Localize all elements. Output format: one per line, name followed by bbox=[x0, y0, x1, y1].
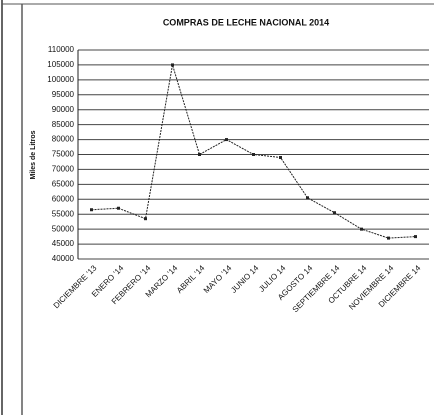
y-tick-label: 90000 bbox=[52, 105, 75, 114]
point bbox=[279, 155, 282, 159]
y-tick-label: 95000 bbox=[52, 90, 75, 99]
point bbox=[360, 227, 363, 231]
y-tick-label: 50000 bbox=[52, 224, 75, 233]
point bbox=[387, 236, 390, 240]
y-tick-label: 65000 bbox=[52, 179, 75, 188]
point bbox=[198, 153, 201, 156]
point bbox=[117, 206, 120, 210]
y-tick-label: 105000 bbox=[47, 60, 74, 69]
y-tick-label: 80000 bbox=[52, 135, 75, 144]
point bbox=[306, 196, 309, 200]
y-tick-label: 110000 bbox=[48, 45, 75, 54]
y-tick-label: 70000 bbox=[52, 165, 75, 174]
point bbox=[414, 235, 417, 239]
point bbox=[225, 138, 228, 142]
point bbox=[144, 217, 147, 221]
point bbox=[333, 211, 336, 215]
point bbox=[90, 208, 93, 212]
chart-title: COMPRAS DE LECHE NACIONAL 2014 bbox=[163, 17, 329, 27]
y-tick-label: 100000 bbox=[47, 75, 74, 84]
point bbox=[171, 63, 174, 67]
y-tick-label: 45000 bbox=[52, 239, 75, 248]
y-tick-label: 75000 bbox=[52, 150, 75, 159]
y-tick-label: 85000 bbox=[52, 120, 75, 129]
y-axis-label: Miles de Litros bbox=[30, 130, 37, 179]
y-tick-label: 60000 bbox=[52, 194, 75, 203]
y-tick-label: 40000 bbox=[52, 254, 75, 263]
point bbox=[252, 153, 255, 156]
y-tick-label: 55000 bbox=[52, 209, 75, 218]
